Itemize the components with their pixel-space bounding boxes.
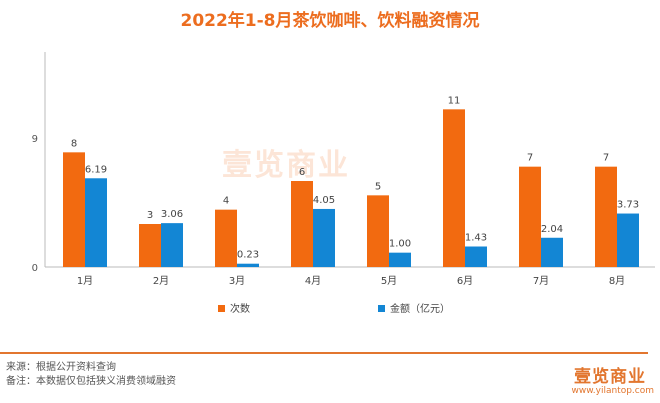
bar-amount xyxy=(85,178,107,267)
bar-count xyxy=(519,166,541,267)
brand-url: www.yilantop.com xyxy=(571,386,655,396)
legend-swatch xyxy=(378,305,385,312)
data-label: 7 xyxy=(527,153,533,164)
data-label: 6.19 xyxy=(85,164,107,175)
legend-label: 次数 xyxy=(230,302,250,315)
legend-swatch xyxy=(218,305,225,312)
data-label: 1.43 xyxy=(465,233,487,244)
x-tick-label: 6月 xyxy=(457,275,473,287)
data-label: 6 xyxy=(299,167,305,178)
bar-amount xyxy=(389,252,411,267)
y-tick-label: 9 xyxy=(32,134,38,145)
bar-count xyxy=(63,152,85,267)
x-tick-label: 7月 xyxy=(533,275,549,287)
source-note: 来源：根据公开资料查询 xyxy=(6,362,116,373)
brand-logo: 壹览商业 xyxy=(574,367,646,387)
data-label: 5 xyxy=(375,181,381,192)
bar-amount xyxy=(313,208,335,267)
bar-amount xyxy=(541,237,563,267)
data-label: 8 xyxy=(71,138,77,149)
x-tick-label: 4月 xyxy=(305,275,321,287)
chart-title: 2022年1-8月茶饮咖啡、饮料融资情况 xyxy=(180,11,480,31)
bar-chart: 0 9 8 6.19 1月 3 3.06 2月 4 0.23 3月 6 4.05 4月 5 1.00 5月 11 1… xyxy=(32,52,655,315)
data-label: 3.06 xyxy=(161,209,183,220)
bar-count xyxy=(139,224,161,267)
data-label: 0.23 xyxy=(237,250,259,261)
bar-count xyxy=(367,195,389,267)
bar-amount xyxy=(465,246,487,267)
bar-count xyxy=(443,109,465,267)
bar-count xyxy=(291,181,313,267)
x-tick-label: 5月 xyxy=(381,275,397,287)
data-label: 4.05 xyxy=(313,195,335,206)
bar-count xyxy=(595,166,617,267)
data-label: 7 xyxy=(603,153,609,164)
data-label: 3.73 xyxy=(617,200,639,211)
data-label: 4 xyxy=(223,196,229,207)
x-tick-label: 2月 xyxy=(153,275,169,287)
x-tick-label: 3月 xyxy=(229,275,245,287)
data-label: 11 xyxy=(448,95,461,106)
bar-count xyxy=(215,209,237,267)
bar-amount xyxy=(617,213,639,267)
x-tick-label: 8月 xyxy=(609,275,625,287)
legend-label: 金额（亿元） xyxy=(390,302,450,315)
bar-amount xyxy=(161,223,183,267)
bar-amount xyxy=(237,263,259,267)
data-label: 3 xyxy=(147,210,153,221)
data-label: 1.00 xyxy=(389,239,411,250)
watermark: 壹览商业 xyxy=(222,148,350,183)
remark-note: 备注：本数据仅包括狭义消费领域融资 xyxy=(6,376,176,387)
x-tick-label: 1月 xyxy=(77,275,93,287)
y-tick-label: 0 xyxy=(32,263,38,274)
data-label: 2.04 xyxy=(541,224,563,235)
